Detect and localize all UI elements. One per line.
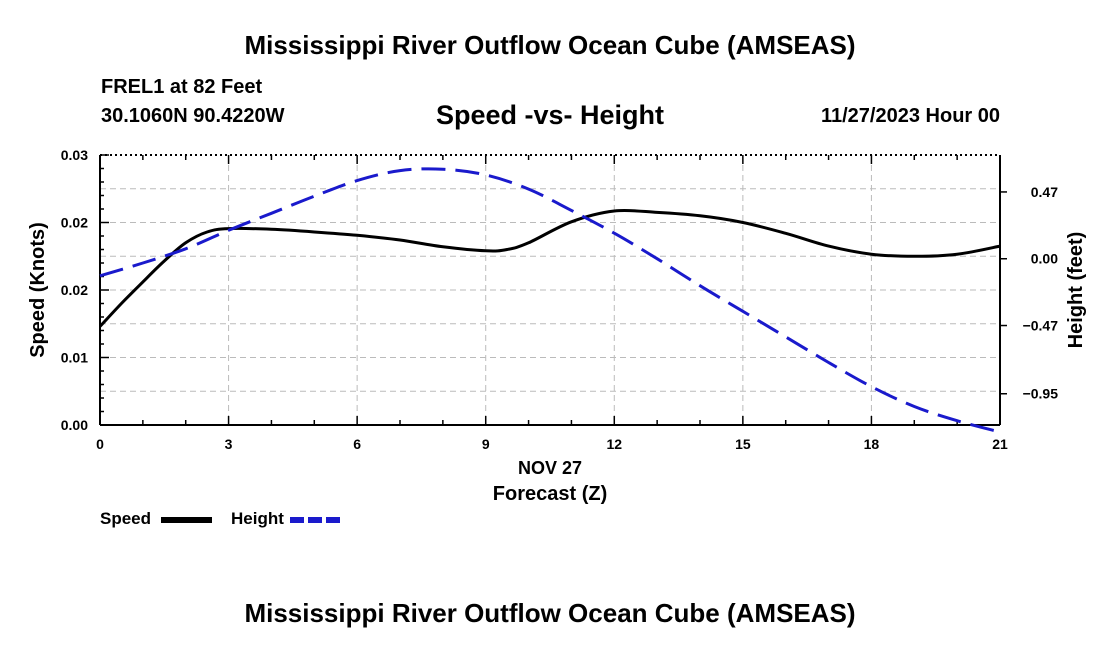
y2-tick-label: 0.00 xyxy=(1031,251,1058,267)
chart-main-title: Mississippi River Outflow Ocean Cube (AM… xyxy=(244,30,856,60)
y2-tick-label: −0.95 xyxy=(1023,386,1059,402)
y2-tick-label: −0.47 xyxy=(1023,318,1059,334)
coordinates-label: 30.1060N 90.4220W xyxy=(101,105,285,127)
grid-lines xyxy=(100,155,1000,425)
x-tick-label: 18 xyxy=(864,436,880,452)
x-tick-label: 21 xyxy=(992,436,1008,452)
x-tick-label: 0 xyxy=(96,436,104,452)
forecast-datestamp: 11/27/2023 Hour 00 xyxy=(820,105,1000,127)
station-label: FREL1 at 82 Feet xyxy=(101,76,263,98)
y-tick-label: 0.02 xyxy=(61,215,88,231)
x-axis-date-label: NOV 27 xyxy=(518,458,582,478)
x-tick-label: 9 xyxy=(482,436,490,452)
y-axis-label: Speed (Knots) xyxy=(27,222,49,358)
y-tick-label: 0.02 xyxy=(61,282,88,298)
y-tick-label: 0.03 xyxy=(61,147,88,163)
y-tick-label: 0.00 xyxy=(61,417,88,433)
tick-labels: 0 3 6 9 12 15 18 21 0.00 0.01 0.02 0.02 0.03 0.47 0.00… xyxy=(61,147,1058,452)
x-axis-label: Forecast (Z) xyxy=(493,483,607,505)
legend-height-label: Height xyxy=(231,509,284,528)
y2-tick-label: 0.47 xyxy=(1031,184,1058,200)
y-tick-label: 0.01 xyxy=(61,350,88,366)
second-chart-title: Mississippi River Outflow Ocean Cube (AM… xyxy=(244,598,856,628)
x-tick-label: 3 xyxy=(225,436,233,452)
y2-axis-label: Height (feet) xyxy=(1065,232,1087,349)
x-tick-label: 12 xyxy=(606,436,622,452)
series-lines xyxy=(98,167,1001,434)
speed-series-line xyxy=(98,208,1001,328)
axes xyxy=(99,154,1007,426)
height-series-line xyxy=(99,167,1001,434)
x-tick-label: 15 xyxy=(735,436,751,452)
x-tick-label: 6 xyxy=(353,436,361,452)
chart-subtitle: Speed -vs- Height xyxy=(435,100,665,130)
legend-speed-label: Speed xyxy=(100,509,152,528)
